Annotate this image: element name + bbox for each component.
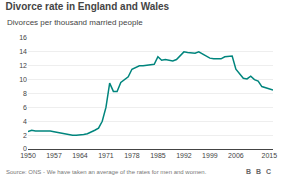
svg-text:2006: 2006 (228, 152, 244, 159)
svg-text:10: 10 (19, 76, 27, 83)
svg-text:2: 2 (23, 132, 27, 139)
svg-text:1999: 1999 (202, 152, 218, 159)
svg-text:12: 12 (19, 62, 27, 69)
svg-text:1964: 1964 (72, 152, 88, 159)
svg-text:4: 4 (23, 118, 27, 125)
svg-text:Source: ONS - We have taken an: Source: ONS - We have taken an average o… (6, 169, 207, 175)
svg-text:B: B (246, 168, 251, 175)
svg-text:Divorces per thousand married: Divorces per thousand married people (7, 18, 143, 27)
svg-text:0: 0 (23, 145, 27, 152)
svg-text:1992: 1992 (176, 152, 192, 159)
svg-text:B: B (256, 168, 261, 175)
svg-text:C: C (266, 168, 271, 175)
svg-text:Divorce rate in England and Wa: Divorce rate in England and Wales (6, 1, 170, 12)
svg-text:1971: 1971 (98, 152, 114, 159)
svg-text:2015: 2015 (262, 152, 278, 159)
svg-text:8: 8 (23, 90, 27, 97)
svg-text:6: 6 (23, 104, 27, 111)
svg-text:1957: 1957 (46, 152, 62, 159)
svg-text:1950: 1950 (20, 152, 36, 159)
svg-text:16: 16 (19, 34, 27, 41)
svg-text:1985: 1985 (150, 152, 166, 159)
svg-text:1978: 1978 (124, 152, 140, 159)
svg-text:14: 14 (19, 48, 27, 55)
